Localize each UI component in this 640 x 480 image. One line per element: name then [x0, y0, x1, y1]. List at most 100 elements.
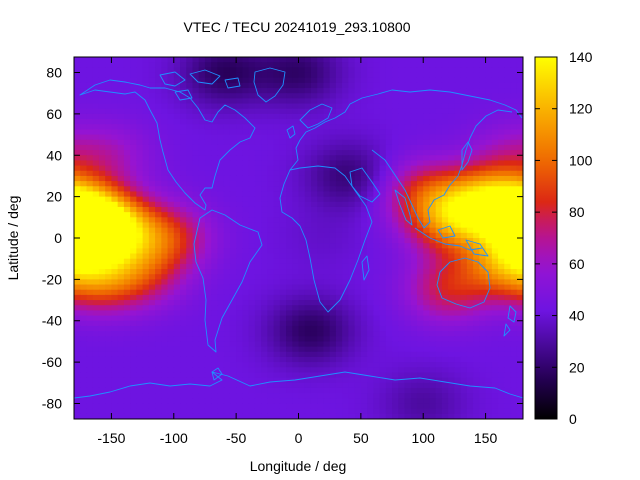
heatmap-cell: [105, 284, 113, 291]
heatmap-cell: [242, 62, 250, 68]
heatmap-cell: [448, 119, 456, 125]
heatmap-cell: [180, 155, 187, 162]
heatmap-cell: [335, 408, 343, 415]
heatmap-cell: [498, 377, 505, 384]
heatmap-cell: [261, 238, 268, 244]
heatmap-cell: [498, 331, 505, 337]
heatmap-cell: [111, 351, 119, 358]
heatmap-cell: [504, 336, 512, 343]
heatmap-cell: [385, 72, 393, 79]
heatmap-cell: [310, 175, 318, 182]
heatmap-cell: [192, 88, 200, 94]
heatmap-cell: [310, 77, 318, 84]
heatmap-cell: [123, 305, 131, 311]
heatmap-cell: [111, 341, 119, 348]
heatmap-cell: [286, 408, 293, 415]
heatmap-cell: [223, 320, 231, 327]
heatmap-cell: [248, 269, 256, 275]
heatmap-cell: [155, 263, 162, 270]
heatmap-cell: [379, 217, 387, 224]
heatmap-cell: [498, 139, 505, 146]
heatmap-cell: [279, 238, 287, 244]
heatmap-cell: [279, 129, 287, 136]
heatmap-cell: [435, 398, 443, 405]
heatmap-cell: [223, 382, 231, 389]
heatmap-cell: [516, 88, 523, 94]
heatmap-cell: [236, 155, 243, 162]
heatmap-cell: [142, 279, 150, 286]
heatmap-cell: [304, 155, 312, 162]
heatmap-cell: [161, 320, 169, 327]
heatmap-cell: [261, 284, 268, 291]
heatmap-cell: [261, 351, 268, 358]
heatmap-cell: [279, 258, 287, 265]
heatmap-cell: [248, 67, 256, 74]
heatmap-cell: [410, 279, 418, 286]
heatmap-cell: [74, 362, 81, 368]
heatmap-cell: [379, 294, 387, 301]
heatmap-cell: [217, 144, 225, 151]
heatmap-cell: [204, 77, 212, 84]
heatmap-cell: [180, 320, 187, 327]
heatmap-cell: [373, 57, 381, 63]
heatmap-cell: [354, 351, 362, 358]
heatmap-cell: [136, 243, 144, 249]
heatmap-cell: [204, 191, 212, 198]
heatmap-cell: [279, 160, 287, 167]
heatmap-cell: [410, 341, 418, 348]
heatmap-cell: [491, 356, 499, 363]
heatmap-cell: [317, 362, 325, 368]
heatmap-cell: [86, 362, 94, 368]
heatmap-cell: [180, 144, 187, 151]
heatmap-cell: [148, 57, 156, 63]
heatmap-cell: [248, 82, 256, 89]
heatmap-cell: [410, 119, 418, 125]
heatmap-cell: [105, 300, 113, 306]
heatmap-cell: [123, 119, 131, 125]
heatmap-cell: [198, 341, 206, 348]
heatmap-cell: [204, 160, 212, 167]
heatmap-cell: [348, 238, 356, 244]
heatmap-cell: [416, 108, 424, 115]
heatmap-cell: [198, 346, 206, 353]
heatmap-cell: [98, 253, 106, 260]
heatmap-cell: [248, 57, 256, 63]
heatmap-cell: [348, 103, 356, 110]
heatmap-cell: [148, 351, 156, 358]
heatmap-cell: [242, 263, 250, 270]
heatmap-cell: [123, 196, 131, 203]
heatmap-cell: [223, 108, 231, 115]
heatmap-cell: [167, 201, 175, 208]
heatmap-cell: [86, 181, 94, 187]
heatmap-cell: [186, 57, 194, 63]
heatmap-cell: [348, 196, 356, 203]
heatmap-cell: [360, 108, 368, 115]
heatmap-cell: [335, 248, 343, 255]
heatmap-cell: [404, 341, 412, 348]
heatmap-cell: [385, 403, 393, 410]
heatmap-cell: [261, 325, 268, 332]
heatmap-cell: [398, 289, 406, 296]
heatmap-cell: [192, 289, 200, 296]
heatmap-cell: [186, 67, 194, 74]
heatmap-cell: [142, 191, 150, 198]
heatmap-cell: [342, 196, 349, 203]
heatmap-cell: [223, 217, 231, 224]
heatmap-cell: [273, 372, 281, 379]
heatmap-cell: [217, 341, 225, 348]
heatmap-cell: [367, 238, 374, 244]
heatmap-cell: [392, 393, 399, 399]
heatmap-cell: [510, 243, 518, 249]
heatmap-cell: [155, 351, 162, 358]
heatmap-cell: [410, 165, 418, 172]
heatmap-cell: [504, 139, 512, 146]
heatmap-cell: [105, 57, 113, 63]
heatmap-cell: [473, 243, 480, 249]
heatmap-cell: [404, 72, 412, 79]
heatmap-cell: [192, 57, 200, 63]
heatmap-cell: [236, 88, 243, 94]
heatmap-cell: [217, 279, 225, 286]
heatmap-cell: [385, 382, 393, 389]
heatmap-cell: [173, 310, 181, 317]
heatmap-cell: [86, 351, 94, 358]
